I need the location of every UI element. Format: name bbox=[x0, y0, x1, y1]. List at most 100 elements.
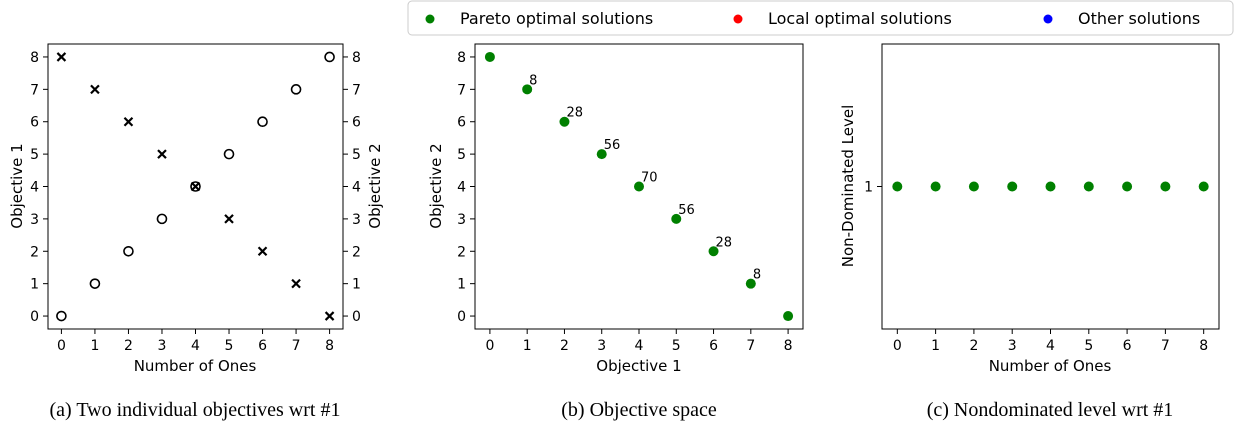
data-label: 8 bbox=[753, 268, 761, 283]
panel-a-xtick-label: 4 bbox=[191, 338, 200, 354]
panel-c-xtick-label: 5 bbox=[1084, 338, 1093, 354]
panel-c-xtick-label: 1 bbox=[931, 338, 940, 354]
panel-b-xtick-label: 7 bbox=[746, 338, 755, 354]
data-label: 28 bbox=[716, 235, 733, 250]
panel-c-yticks: 1 bbox=[864, 180, 882, 196]
panel-b-xtick-label: 6 bbox=[709, 338, 718, 354]
panel-a-ylabel: Objective 1 bbox=[8, 143, 26, 228]
circle-point bbox=[257, 116, 268, 128]
panel-b-xtick-label: 4 bbox=[635, 338, 644, 354]
circle-point bbox=[89, 278, 101, 289]
legend-marker-pareto bbox=[425, 14, 435, 24]
data-label: 8 bbox=[529, 73, 537, 88]
panel-b-xtick-label: 3 bbox=[597, 338, 606, 354]
panel-a-yticks-right: 0 1 2 3 4 5 6 7 8 bbox=[343, 50, 361, 325]
panel-a-xtick-label: 7 bbox=[292, 338, 301, 354]
circle-point bbox=[290, 84, 302, 95]
panel-a-ytick-label: 4 bbox=[30, 180, 39, 196]
data-point bbox=[745, 278, 756, 289]
panel-a-xtick-label: 6 bbox=[258, 338, 267, 354]
panel-a-marks bbox=[56, 51, 335, 322]
panel-a-ylabel-right: Objective 2 bbox=[366, 143, 384, 228]
panel-a-ytick-right-label: 0 bbox=[352, 309, 361, 325]
data-point bbox=[596, 149, 607, 160]
panel-b-ylabel: Objective 2 bbox=[427, 143, 445, 228]
panel-a-xtick-label: 5 bbox=[225, 338, 234, 354]
panel-a-ytick-right-label: 7 bbox=[352, 82, 361, 98]
panel-a-ytick-label: 0 bbox=[30, 309, 39, 325]
data-point bbox=[783, 311, 794, 322]
panel-b-marks: 8 28 56 70 56 28 8 bbox=[484, 51, 794, 322]
data-point bbox=[930, 181, 941, 192]
panel-a: 0 1 2 3 4 5 6 7 8 0 1 2 3 4 5 6 7 8 0 1 2 3 4 5 6 7 8 Number of … bbox=[8, 43, 384, 421]
panel-a-ytick-right-label: 3 bbox=[352, 212, 361, 228]
data-label: 56 bbox=[678, 203, 695, 218]
panel-a-ytick-label: 1 bbox=[30, 277, 39, 293]
panel-b-ytick-label: 1 bbox=[457, 277, 466, 293]
panel-b-ytick-label: 7 bbox=[457, 82, 466, 98]
panel-b-ytick-label: 4 bbox=[457, 180, 466, 196]
panel-b-xtick-label: 1 bbox=[523, 338, 532, 354]
data-point bbox=[1160, 181, 1171, 192]
data-point bbox=[968, 181, 979, 192]
legend: Pareto optimal solutions Local optimal s… bbox=[407, 0, 1234, 36]
panel-c-xtick-label: 4 bbox=[1046, 338, 1055, 354]
panel-b-ytick-label: 3 bbox=[457, 212, 466, 228]
panel-c-xtick-label: 2 bbox=[969, 338, 978, 354]
panel-c: 0 1 2 3 4 5 6 7 8 1 Number of Ones Non-Dominated… bbox=[839, 43, 1220, 421]
panel-a-caption: (a) Two individual objectives wrt #1 bbox=[50, 399, 341, 421]
data-point bbox=[671, 213, 682, 224]
data-point bbox=[1083, 181, 1094, 192]
legend-marker-other bbox=[1043, 14, 1053, 24]
panel-a-ytick-right-label: 1 bbox=[352, 277, 361, 293]
panel-b-xtick-label: 0 bbox=[485, 338, 494, 354]
panel-b-ytick-label: 0 bbox=[457, 309, 466, 325]
data-point bbox=[1045, 181, 1056, 192]
cross-point bbox=[324, 311, 335, 321]
panel-b-caption: (b) Objective space bbox=[561, 399, 717, 421]
legend-label-local: Local optimal solutions bbox=[768, 9, 952, 28]
panel-a-ytick-label: 8 bbox=[30, 50, 39, 66]
panel-c-xticks: 0 1 2 3 4 5 6 7 8 bbox=[893, 329, 1208, 354]
panel-c-xtick-label: 3 bbox=[1008, 338, 1017, 354]
panel-b-xlabel: Objective 1 bbox=[596, 357, 681, 375]
panel-a-xtick-label: 2 bbox=[124, 338, 133, 354]
legend-marker-local bbox=[733, 14, 743, 24]
data-label: 70 bbox=[641, 171, 658, 186]
panel-c-xtick-label: 0 bbox=[893, 338, 902, 354]
cross-point bbox=[56, 52, 67, 62]
panel-a-ytick-label: 6 bbox=[30, 115, 39, 131]
panel-a-ytick-label: 5 bbox=[30, 147, 39, 163]
panel-a-yticks: 0 1 2 3 4 5 6 7 8 bbox=[30, 50, 48, 325]
panel-a-ytick-right-label: 6 bbox=[352, 115, 361, 131]
data-point bbox=[1007, 181, 1018, 192]
panel-c-xtick-label: 7 bbox=[1161, 338, 1170, 354]
panel-b-xtick-label: 2 bbox=[560, 338, 569, 354]
cross-point bbox=[291, 278, 301, 289]
panel-c-xtick-label: 8 bbox=[1199, 338, 1208, 354]
cross-point bbox=[90, 84, 100, 95]
panel-c-ylabel: Non-Dominated Level bbox=[839, 105, 857, 268]
panel-b-ytick-label: 5 bbox=[457, 147, 466, 163]
legend-label-other: Other solutions bbox=[1078, 9, 1200, 28]
circle-point bbox=[190, 181, 201, 192]
panel-b-ytick-label: 6 bbox=[457, 115, 466, 131]
panel-b-ytick-label: 2 bbox=[457, 244, 466, 260]
panel-c-xlabel: Number of Ones bbox=[989, 357, 1112, 375]
data-point bbox=[1122, 181, 1133, 192]
panel-b-ytick-label: 8 bbox=[457, 50, 466, 66]
cross-point bbox=[224, 214, 234, 224]
data-point bbox=[559, 116, 570, 127]
panel-c-ytick-label: 1 bbox=[864, 180, 873, 196]
circle-point bbox=[123, 245, 134, 257]
panel-c-xtick-label: 6 bbox=[1123, 338, 1132, 354]
panel-a-ytick-label: 7 bbox=[30, 82, 39, 98]
data-point bbox=[708, 246, 719, 257]
panel-a-xlabel: Number of Ones bbox=[134, 357, 257, 375]
legend-label-pareto: Pareto optimal solutions bbox=[460, 9, 653, 28]
panel-a-xtick-label: 1 bbox=[90, 338, 99, 354]
data-point bbox=[484, 51, 495, 62]
panel-c-marks bbox=[892, 181, 1209, 192]
